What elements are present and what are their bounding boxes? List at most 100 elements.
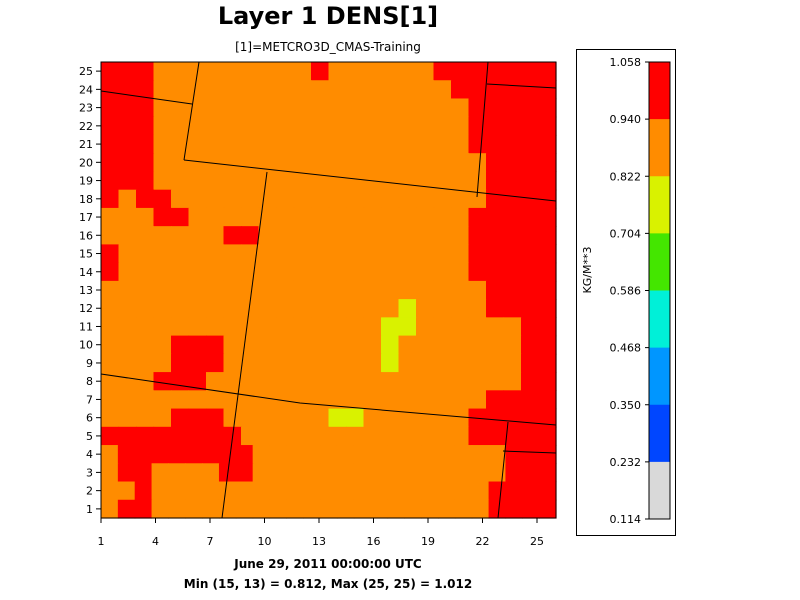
heatmap-cell: [421, 499, 439, 519]
heatmap-cell: [381, 299, 400, 318]
heatmap-cell: [101, 116, 120, 136]
heatmap-cell: [171, 80, 190, 100]
heatmap-cell: [468, 317, 487, 337]
y-tick-label: 18: [79, 193, 93, 206]
heatmap-cell: [101, 62, 120, 81]
x-tick-label: 25: [530, 535, 544, 548]
heatmap-cell: [451, 372, 470, 391]
heatmap-cell: [468, 80, 487, 100]
heatmap-cell: [118, 153, 137, 173]
heatmap-cell: [153, 317, 172, 337]
heatmap-cell: [293, 189, 312, 209]
colorbar-swatch: [649, 119, 670, 177]
heatmap-cell: [471, 481, 490, 501]
heatmap-cell: [451, 98, 470, 118]
heatmap-cell: [468, 390, 487, 410]
heatmap-cell: [101, 80, 120, 100]
heatmap-cell: [286, 445, 304, 464]
heatmap-cell: [451, 426, 470, 446]
heatmap-cell: [252, 463, 271, 483]
heatmap-cell: [521, 116, 540, 136]
heatmap-cell: [353, 445, 372, 464]
heatmap-cell: [258, 153, 277, 173]
heatmap-cell: [223, 62, 242, 81]
heatmap-cell: [539, 463, 557, 483]
heatmap-cell: [538, 153, 557, 173]
colorbar-tick-label: 0.822: [610, 170, 642, 183]
heatmap-cell: [328, 390, 347, 410]
heatmap-cell: [241, 244, 260, 264]
heatmap-cell: [136, 207, 155, 227]
heatmap-cell: [101, 481, 119, 501]
heatmap-cell: [293, 171, 312, 191]
heatmap-cell: [433, 353, 452, 373]
heatmap-cell: [206, 353, 225, 373]
heatmap-cell: [188, 372, 207, 391]
heatmap-cell: [370, 445, 389, 464]
heatmap-cell: [118, 390, 137, 410]
heatmap-cell: [398, 353, 417, 373]
heatmap-cell: [153, 226, 172, 245]
heatmap-cell: [328, 80, 347, 100]
heatmap-cell: [134, 463, 153, 483]
heatmap-cell: [451, 408, 470, 428]
heatmap-cell: [101, 390, 120, 410]
heatmap-cell: [320, 463, 338, 483]
heatmap-cell: [398, 280, 417, 300]
heatmap-cell: [538, 189, 557, 209]
heatmap-cell: [311, 98, 330, 118]
heatmap-cell: [293, 299, 312, 318]
heatmap-cell: [118, 353, 137, 373]
heatmap-cell: [258, 299, 277, 318]
heatmap-cell: [381, 98, 400, 118]
heatmap-cell: [363, 62, 382, 81]
heatmap-cell: [136, 134, 155, 154]
heatmap-cell: [328, 226, 347, 245]
heatmap-cell: [293, 153, 312, 173]
heatmap-cell: [468, 280, 487, 300]
heatmap-cell: [276, 408, 295, 428]
heatmap-cell: [223, 262, 242, 282]
heatmap-cell: [468, 134, 487, 154]
heatmap-cell: [328, 244, 347, 264]
heatmap-cell: [223, 372, 242, 391]
heatmap-cell: [539, 481, 557, 501]
heatmap-cell: [486, 207, 505, 227]
heatmap-cell: [328, 116, 347, 136]
heatmap-cell: [293, 280, 312, 300]
heatmap-cell: [363, 426, 382, 446]
heatmap-cell: [433, 207, 452, 227]
heatmap-cell: [311, 80, 330, 100]
heatmap-cell: [101, 353, 120, 373]
heatmap-cell: [381, 153, 400, 173]
heatmap-cell: [503, 62, 522, 81]
heatmap-cell: [346, 207, 365, 227]
heatmap-cell: [387, 499, 405, 519]
heatmap-cell: [118, 62, 137, 81]
heatmap-cell: [488, 445, 507, 464]
y-tick-label: 12: [79, 302, 93, 315]
heatmap-cell: [188, 390, 207, 410]
heatmap-cell: [258, 62, 277, 81]
heatmap-cell: [276, 171, 295, 191]
heatmap-cell: [416, 207, 435, 227]
heatmap-cell: [206, 299, 225, 318]
heatmap-cell: [134, 445, 153, 464]
heatmap-cell: [521, 80, 540, 100]
heatmap-cell: [521, 317, 540, 337]
heatmap-cell: [241, 98, 260, 118]
heatmap-cell: [328, 153, 347, 173]
heatmap-cell: [185, 463, 203, 483]
colorbar-swatch: [649, 404, 670, 463]
heatmap-cell: [311, 226, 330, 245]
heatmap-cell: [451, 317, 470, 337]
heatmap-cell: [503, 153, 522, 173]
heatmap-cell: [486, 408, 505, 428]
heatmap-cell: [258, 116, 277, 136]
heatmap-cell: [539, 499, 557, 519]
heatmap-cell: [538, 171, 557, 191]
heatmap-cell: [311, 299, 330, 318]
heatmap-cell: [346, 153, 365, 173]
heatmap-cell: [136, 426, 155, 446]
heatmap-cell: [538, 134, 557, 154]
